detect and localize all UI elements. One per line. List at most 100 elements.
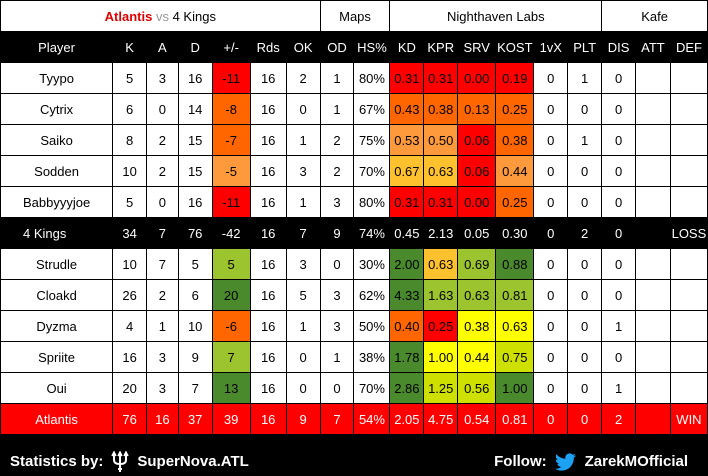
cell-plt: 0 [567, 93, 603, 125]
cell-d: 15 [177, 124, 213, 156]
cell-a: 0 [146, 93, 179, 125]
cell-name: Atlantis [0, 403, 114, 435]
cell-v1x: 0 [533, 217, 569, 249]
team-b-name: 4 Kings [172, 8, 216, 24]
cell-kd: 0.43 [389, 93, 425, 125]
cell-def [669, 279, 708, 311]
twitter-handle[interactable]: ZarekMOfficial [584, 453, 688, 470]
cell-a: 3 [146, 341, 179, 373]
cell-def: WIN [669, 403, 708, 435]
cell-v1x: 0 [533, 341, 569, 373]
cell-od: 3 [319, 279, 355, 311]
cell-dis: 0 [601, 186, 636, 218]
cell-v1x: 0 [533, 186, 569, 218]
team-a-name: Atlantis [104, 8, 153, 24]
cell-dis: 0 [601, 248, 636, 280]
cell-d: 37 [177, 403, 213, 435]
cell-k: 26 [112, 279, 148, 311]
cell-plt: 0 [567, 155, 603, 187]
cell-hs: 74% [353, 217, 391, 249]
column-header-dis: DIS [601, 31, 636, 63]
column-header-def: DEF [669, 31, 708, 63]
cell-name: Babbyyyjoe [0, 186, 114, 218]
cell-a: 7 [146, 248, 179, 280]
cell-hs: 38% [353, 341, 391, 373]
cell-kd: 0.67 [389, 155, 425, 187]
cell-k: 8 [112, 124, 148, 156]
cell-att [634, 403, 671, 435]
column-header-att: ATT [634, 31, 671, 63]
cell-plt: 0 [567, 403, 603, 435]
cell-kpr: 0.63 [423, 155, 459, 187]
cell-a: 2 [146, 279, 179, 311]
cell-name: Tyypo [0, 62, 114, 94]
cell-kd: 0.31 [389, 186, 425, 218]
cell-ok: 3 [285, 248, 321, 280]
cell-def [669, 155, 708, 187]
cell-pm: -11 [211, 62, 251, 94]
cell-name: Spriite [0, 341, 114, 373]
cell-kpr: 1.63 [423, 279, 459, 311]
cell-kost: 0.38 [495, 124, 535, 156]
cell-rds: 16 [249, 248, 287, 280]
cell-k: 20 [112, 372, 148, 404]
cell-kpr: 4.75 [423, 403, 459, 435]
cell-a: 3 [146, 62, 179, 94]
cell-srv: 0.63 [457, 279, 497, 311]
cell-kpr: 0.25 [423, 310, 459, 342]
cell-def [669, 62, 708, 94]
cell-v1x: 0 [533, 124, 569, 156]
cell-od: 3 [319, 310, 355, 342]
column-header-kpr: KPR [423, 31, 459, 63]
cell-od: 2 [319, 124, 355, 156]
cell-name: 4 Kings [0, 217, 114, 249]
table-row: Oui 20 3 7 13 16 0 0 70% 2.86 1.25 0.56 1.00 0 0 1 [0, 372, 708, 404]
cell-srv: 0.00 [457, 186, 497, 218]
cell-kpr: 0.38 [423, 93, 459, 125]
cell-kd: 0.53 [389, 124, 425, 156]
cell-name: Oui [0, 372, 114, 404]
cell-od: 1 [319, 62, 355, 94]
cell-def [669, 186, 708, 218]
cell-kost: 0.63 [495, 310, 535, 342]
cell-kd: 4.33 [389, 279, 425, 311]
cell-plt: 0 [567, 372, 603, 404]
column-header-rds: Rds [249, 31, 287, 63]
cell-pm: 13 [211, 372, 251, 404]
cell-od: 1 [319, 341, 355, 373]
table-row: Spriite 16 3 9 7 16 0 1 38% 1.78 1.00 0.44 0.75 0 0 0 [0, 341, 708, 373]
cell-plt: 0 [567, 310, 603, 342]
cell-hs: 50% [353, 310, 391, 342]
cell-ok: 0 [285, 93, 321, 125]
cell-v1x: 0 [533, 62, 569, 94]
stats-table: Atlantis vs 4 Kings Maps Nighthaven Labs… [0, 0, 708, 435]
cell-kd: 0.31 [389, 62, 425, 94]
cell-pm: 7 [211, 341, 251, 373]
cell-a: 1 [146, 310, 179, 342]
cell-k: 4 [112, 310, 148, 342]
cell-ok: 0 [285, 372, 321, 404]
cell-kd: 2.05 [389, 403, 425, 435]
cell-rds: 16 [249, 93, 287, 125]
cell-srv: 0.44 [457, 341, 497, 373]
cell-kost: 0.44 [495, 155, 535, 187]
cell-d: 6 [177, 279, 213, 311]
map-2-name: Kafe [601, 0, 708, 32]
cell-name: Saiko [0, 124, 114, 156]
cell-rds: 16 [249, 403, 287, 435]
table-row: Babbyyyjoe 5 0 16 -11 16 1 3 80% 0.31 0.31 0.00 0.25… [0, 186, 708, 218]
cell-hs: 80% [353, 62, 391, 94]
cell-srv: 0.13 [457, 93, 497, 125]
cell-def [669, 372, 708, 404]
cell-dis: 0 [601, 155, 636, 187]
cell-srv: 0.06 [457, 155, 497, 187]
column-header-row: Player K A D +/- Rds OK OD HS% KD KPR SRV KOST 1vX PLT… [0, 31, 708, 63]
cell-hs: 67% [353, 93, 391, 125]
cell-pm: 5 [211, 248, 251, 280]
cell-plt: 0 [567, 186, 603, 218]
twitter-bird-icon[interactable] [554, 452, 577, 471]
cell-dis: 0 [601, 217, 636, 249]
cell-rds: 16 [249, 62, 287, 94]
cell-plt: 0 [567, 341, 603, 373]
cell-d: 14 [177, 93, 213, 125]
